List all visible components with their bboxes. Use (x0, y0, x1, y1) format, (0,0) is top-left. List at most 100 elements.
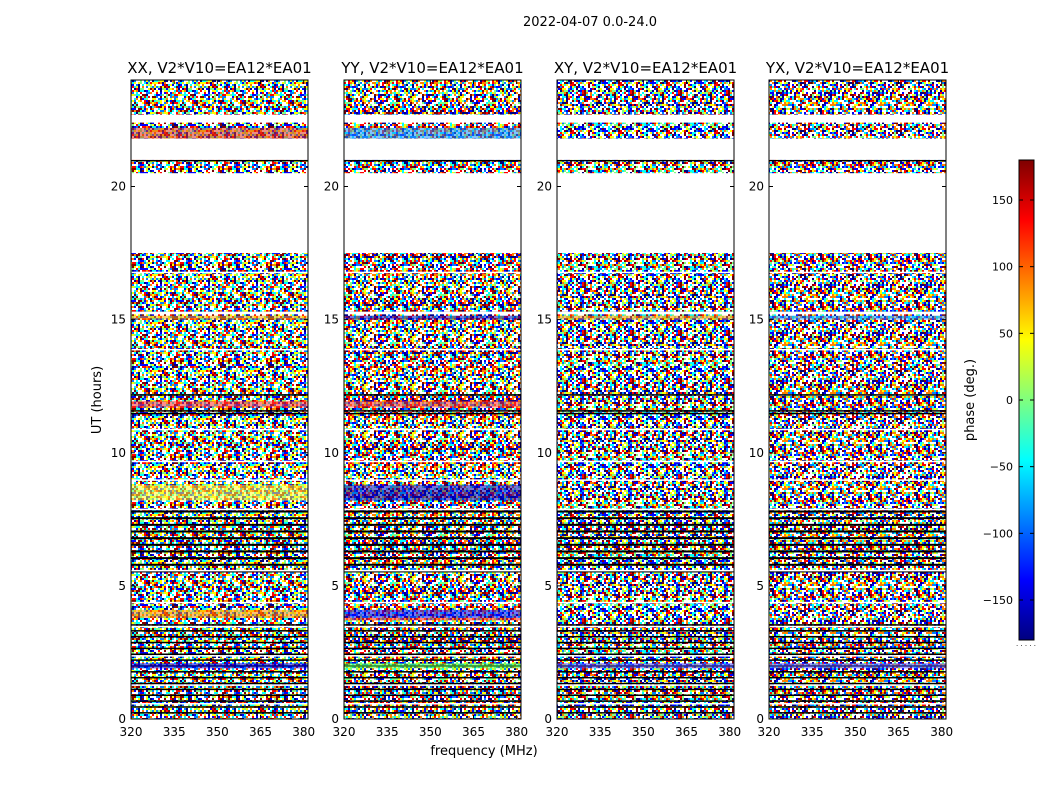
flag-line (344, 523, 521, 526)
flag-line (131, 570, 308, 573)
flag-line (131, 530, 308, 533)
flag-line (557, 159, 734, 162)
flag-line (344, 676, 521, 679)
y-tick-label: 15 (537, 313, 552, 327)
flag-line (131, 412, 308, 415)
flag-line (769, 517, 946, 520)
flag-line (344, 557, 521, 560)
x-tick-label: 335 (163, 725, 186, 739)
flag-line (344, 712, 521, 714)
flag-line (131, 517, 308, 520)
flag-line (131, 523, 308, 526)
no-data-gap (344, 311, 521, 315)
flag-line (769, 410, 946, 412)
flag-line (557, 543, 734, 546)
flag-line (344, 635, 521, 638)
flag-line (131, 550, 308, 553)
flag-line (557, 700, 734, 702)
no-data-gap (769, 138, 946, 160)
panel-title: XX, V2*V10=EA12*EA01 (127, 59, 311, 77)
flag-line (557, 671, 734, 673)
flag-line (769, 688, 946, 691)
scan-gap (769, 348, 946, 351)
phase-band (131, 484, 308, 501)
flag-line (769, 550, 946, 553)
flag-line (769, 543, 946, 546)
scan-gap (131, 684, 308, 686)
scan-gap (131, 703, 308, 705)
colorbar-tick-label: 100 (992, 261, 1013, 274)
no-data-gap (769, 114, 946, 123)
colorbar: 150 100 50 0 −50 −100 −150 phase (deg.) · · · … (963, 159, 1036, 650)
y-tick-label: 0 (756, 712, 764, 726)
flag-line (131, 557, 308, 560)
scan-gap (557, 348, 734, 351)
scan-gap (557, 655, 734, 657)
y-tick-label: 10 (537, 446, 552, 460)
y-tick-label: 15 (324, 313, 339, 327)
flag-line (769, 630, 946, 632)
y-tick-label: 0 (544, 712, 552, 726)
scan-gap (557, 625, 734, 628)
flag-line (131, 641, 308, 644)
flag-line (344, 159, 521, 162)
flag-line (344, 510, 521, 513)
flag-line (769, 624, 946, 626)
y-tick-label: 20 (749, 180, 764, 194)
flag-line (769, 557, 946, 560)
y-tick-label: 20 (537, 180, 552, 194)
scan-gap (557, 460, 734, 463)
scan-gap (131, 601, 308, 604)
flag-line (557, 537, 734, 540)
panel-title: YX, V2*V10=EA12*EA01 (765, 59, 949, 77)
scan-gap (344, 428, 521, 431)
flag-line (769, 635, 946, 638)
no-data-gap (557, 311, 734, 315)
flag-line (557, 530, 734, 533)
phase-band (344, 617, 521, 621)
x-tick-label: 365 (462, 725, 485, 739)
no-data-gap (557, 173, 734, 254)
y-tick-label: 10 (111, 446, 126, 460)
flag-line (769, 412, 946, 415)
flag-line (769, 694, 946, 697)
panel-title: XY, V2*V10=EA12*EA01 (554, 59, 737, 77)
flag-line (131, 700, 308, 702)
flag-line (557, 550, 734, 553)
flag-line (769, 510, 946, 513)
scan-gap (769, 271, 946, 274)
flag-line (131, 543, 308, 546)
flag-line (131, 694, 308, 697)
flag-line (769, 530, 946, 533)
flag-line (557, 688, 734, 691)
x-axis-label: frequency (MHz) (430, 744, 537, 759)
flag-line (557, 624, 734, 626)
scan-gap (769, 684, 946, 686)
no-data-gap (344, 138, 521, 160)
flag-line (557, 510, 734, 513)
scan-gap (131, 569, 308, 572)
flag-line (131, 410, 308, 412)
phase-band (344, 315, 521, 320)
flag-line (131, 682, 308, 685)
colorbar-label: phase (deg.) (963, 359, 978, 441)
scan-gap (769, 479, 946, 481)
colorbar-tick-label: −50 (990, 461, 1013, 474)
x-tick-label: 380 (505, 725, 528, 739)
x-tick-label: 380 (718, 725, 741, 739)
scan-gap (769, 625, 946, 628)
y-tick-label: 10 (749, 446, 764, 460)
flag-line (769, 671, 946, 673)
phase-band (557, 663, 734, 669)
phase-band (769, 663, 946, 669)
scan-gap (557, 210, 734, 212)
flag-line (344, 410, 521, 412)
scan-gap (344, 223, 521, 226)
flag-line (344, 694, 521, 697)
flag-line (344, 550, 521, 553)
flag-line (131, 624, 308, 626)
colorbar-dots: · · · · · (1016, 642, 1036, 650)
flag-line (557, 563, 734, 566)
flag-line (344, 517, 521, 520)
